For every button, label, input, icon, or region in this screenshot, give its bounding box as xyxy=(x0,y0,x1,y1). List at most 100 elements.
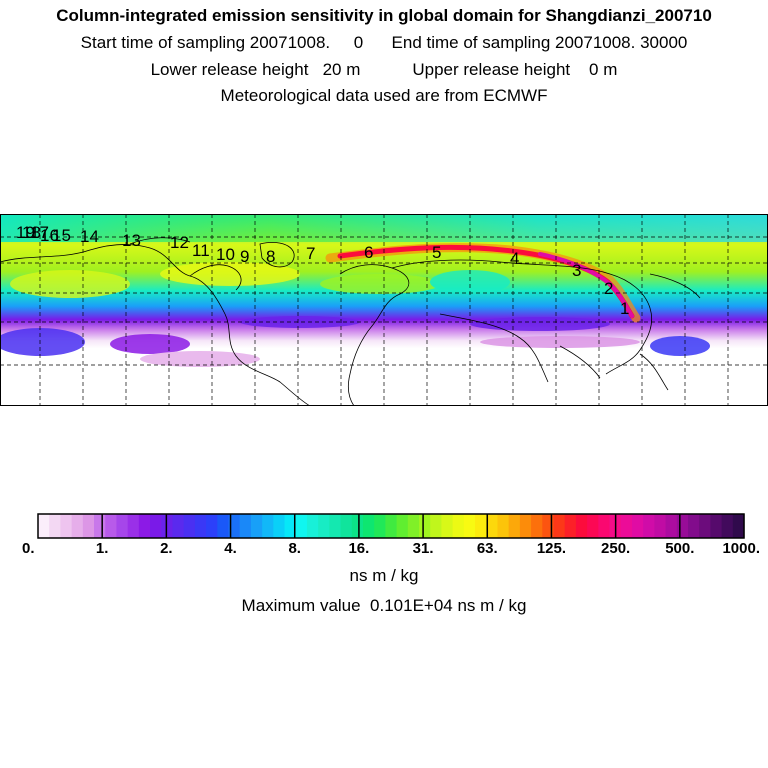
color-bar-cell xyxy=(340,514,353,538)
color-bar-cell xyxy=(430,514,443,538)
color-bar-tick-label: 125. xyxy=(537,540,566,557)
color-bar-cell xyxy=(262,514,274,538)
color-bar-cell xyxy=(553,514,566,538)
day-label-13: 13 xyxy=(122,231,141,250)
color-bar-cell xyxy=(239,514,252,538)
color-bar-cell xyxy=(60,514,73,538)
maximum-value: Maximum value 0.101E+04 ns m / kg xyxy=(241,596,527,615)
color-bar-cell xyxy=(82,514,95,538)
day-label-10: 10 xyxy=(216,245,235,264)
color-bar-cell xyxy=(172,514,185,538)
color-bar: 0. 1. 2. 4. 8. 16. 31. 63. 125. 250. 500. 1000. xyxy=(22,513,760,557)
day-label-17: 17 xyxy=(30,223,49,242)
day-label-15: 15 xyxy=(52,226,71,245)
color-bar-cell xyxy=(575,514,588,538)
color-bar-cell xyxy=(284,514,297,538)
color-bar-cell xyxy=(710,514,723,538)
color-bar-cell xyxy=(94,514,106,538)
color-bar-cell xyxy=(598,514,611,538)
release-heights: Lower release height 20 m Upper release … xyxy=(150,60,618,79)
color-bar-cell xyxy=(385,514,398,538)
color-bar-cell xyxy=(150,514,162,538)
color-bar-cell xyxy=(38,514,50,538)
color-bar-cell xyxy=(654,514,667,538)
color-bar-tick-label: 16. xyxy=(348,540,369,557)
colorbar-unit: ns m / kg xyxy=(349,566,419,585)
day-label-7: 7 xyxy=(306,244,315,263)
color-bar-cell xyxy=(519,514,532,538)
color-bar-cell xyxy=(620,514,633,538)
day-label-5: 5 xyxy=(432,243,441,262)
color-bar-cell xyxy=(631,514,644,538)
color-bar-cell xyxy=(564,514,577,538)
color-bar-cell xyxy=(452,514,465,538)
color-bar-cell xyxy=(329,514,342,538)
color-bar-cell xyxy=(138,514,151,538)
color-bar-cell xyxy=(161,514,174,538)
trajectory-labels: 19 18 17 16 15 14 13 12 11 10 9 8 7 6 5 … xyxy=(16,223,629,318)
color-bar-cell xyxy=(665,514,678,538)
color-bar-tick-label: 0. xyxy=(22,540,35,557)
color-bar-cell xyxy=(508,514,521,538)
color-bar-cells xyxy=(38,514,745,538)
day-label-9: 9 xyxy=(240,247,249,266)
color-bar-tick-label: 31. xyxy=(413,540,434,557)
color-bar-cell xyxy=(116,514,129,538)
color-bar-frame xyxy=(37,513,745,539)
day-label-14: 14 xyxy=(80,227,99,246)
color-bar-cell xyxy=(206,514,218,538)
day-label-18: 18 xyxy=(22,223,41,242)
color-bar-tick-label: 8. xyxy=(288,540,301,557)
color-bar-cell xyxy=(497,514,510,538)
color-bar-tick-label: 4. xyxy=(224,540,237,557)
color-bar-cell xyxy=(306,514,319,538)
color-bar-cell xyxy=(362,514,375,538)
color-bar-cell xyxy=(732,514,745,538)
color-bar-cell xyxy=(419,514,431,538)
color-bar-cell xyxy=(699,514,711,538)
color-bar-cell xyxy=(183,514,196,538)
color-bar-tick-label: 1. xyxy=(96,540,109,557)
graticule xyxy=(0,214,768,406)
color-bar-cell xyxy=(463,514,476,538)
color-bar-cell xyxy=(49,514,62,538)
color-bar-tick-label: 1000. xyxy=(722,540,760,557)
day-label-8: 8 xyxy=(266,247,275,266)
sampling-times: Start time of sampling 20071008. 0 End t… xyxy=(80,33,688,52)
day-label-3: 3 xyxy=(572,261,581,280)
day-label-2: 2 xyxy=(604,279,613,298)
color-bar-cell xyxy=(273,514,286,538)
color-bar-cell xyxy=(676,514,689,538)
color-bar-cell xyxy=(531,514,543,538)
day-label-12: 12 xyxy=(170,233,189,252)
color-bar-cell xyxy=(351,514,364,538)
color-bar-cell xyxy=(407,514,420,538)
plume-max xyxy=(538,252,634,318)
color-bar-cell xyxy=(105,514,118,538)
color-bar-cell xyxy=(587,514,599,538)
color-bar-tick-label: 2. xyxy=(160,540,173,557)
color-bar-cell xyxy=(486,514,499,538)
color-bar-cell xyxy=(295,514,308,538)
color-bar-tick-label: 500. xyxy=(665,540,694,557)
color-bar-cell xyxy=(441,514,454,538)
color-bar-cell xyxy=(475,514,487,538)
sensitivity-map: 19 18 17 16 15 14 13 12 11 10 9 8 7 6 5 … xyxy=(0,214,768,406)
color-bar-cell xyxy=(318,514,330,538)
color-bar-ticks: 0. 1. 2. 4. 8. 16. 31. 63. 125. 250. 500. 1000. xyxy=(22,514,760,557)
day-label-19: 19 xyxy=(16,223,35,242)
page-title: Column-integrated emission sensitivity i… xyxy=(56,6,712,25)
color-bar-cell xyxy=(374,514,386,538)
color-bar-cell xyxy=(643,514,655,538)
color-bar-cell xyxy=(228,514,241,538)
day-label-11: 11 xyxy=(192,241,210,260)
day-label-1: 1 xyxy=(620,299,629,318)
low-sensitivity-edge xyxy=(0,316,710,367)
color-bar-cell xyxy=(217,514,230,538)
color-bar-cell xyxy=(127,514,140,538)
day-label-6: 6 xyxy=(364,243,373,262)
color-bar-cell xyxy=(687,514,700,538)
meteo-source: Meteorological data used are from ECMWF xyxy=(220,86,548,105)
color-bar-cell xyxy=(194,514,207,538)
day-label-16: 16 xyxy=(40,226,59,245)
